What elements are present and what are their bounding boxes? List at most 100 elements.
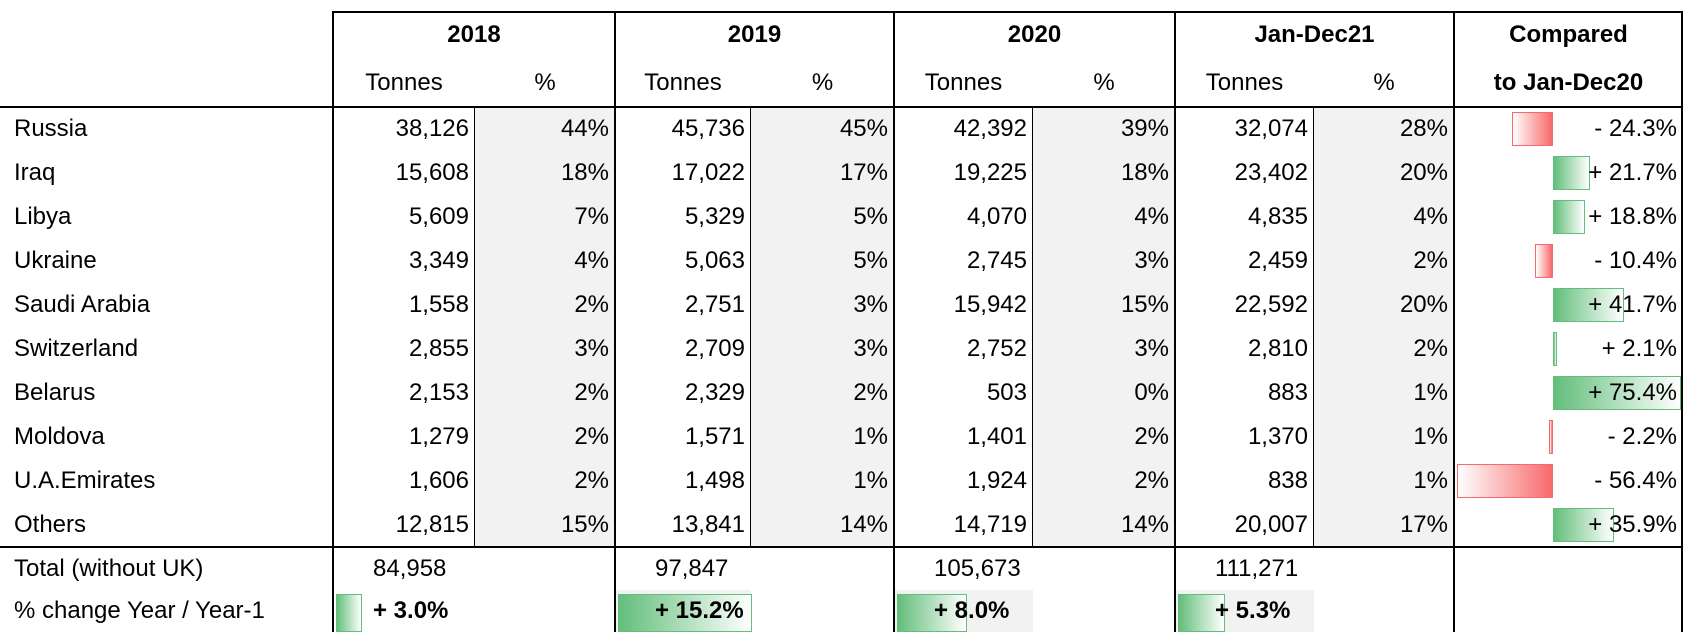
value-cell: 1,279 — [408, 423, 469, 450]
value-cell: 2% — [1134, 467, 1169, 494]
group-header: 2018 — [447, 21, 501, 48]
value-cell: 2% — [853, 379, 888, 406]
value-cell: 2,752 — [966, 335, 1027, 362]
data-bar — [1553, 508, 1615, 542]
value-cell: 883 — [1267, 379, 1308, 406]
data-bar — [897, 594, 968, 632]
value-cell: 3% — [574, 335, 609, 362]
value-cell: 15% — [1120, 291, 1169, 318]
value-cell: 17,022 — [671, 159, 745, 186]
row-label: Moldova — [14, 423, 105, 450]
value-cell: 838 — [1267, 467, 1308, 494]
total-value: 111,271 — [1215, 554, 1299, 582]
change-cell: + 2.1% — [1601, 335, 1677, 362]
value-cell: 14% — [839, 511, 888, 538]
data-bar — [336, 594, 363, 632]
change-cell: + 35.9% — [1588, 511, 1677, 538]
total-value: 97,847 — [655, 554, 729, 582]
value-cell: 2,153 — [408, 379, 469, 406]
value-cell: 15,608 — [395, 159, 469, 186]
data-bar — [1553, 156, 1590, 190]
change-cell: - 56.4% — [1594, 467, 1677, 494]
value-cell: 2% — [574, 467, 609, 494]
row-label: Russia — [14, 115, 88, 142]
value-cell: 5% — [853, 247, 888, 274]
value-cell: 4,835 — [1247, 203, 1308, 230]
group-header: Jan-Dec21 — [1254, 21, 1375, 48]
sub-header: Tonnes — [365, 69, 443, 96]
change-cell: + 75.4% — [1588, 379, 1677, 406]
value-cell: 4,070 — [966, 203, 1027, 230]
value-cell: 1,606 — [408, 467, 469, 494]
row-label: Others — [14, 511, 87, 538]
value-cell: 2% — [1134, 423, 1169, 450]
data-bar — [1553, 332, 1557, 366]
value-cell: 1,558 — [408, 291, 469, 318]
data-bar — [1553, 288, 1624, 322]
change-value: + 8.0% — [934, 597, 1010, 624]
value-cell: 18% — [560, 159, 609, 186]
border — [474, 107, 475, 547]
shade — [475, 107, 615, 547]
value-cell: 1% — [1413, 423, 1448, 450]
data-bar — [1535, 244, 1553, 278]
value-cell: 3% — [853, 291, 888, 318]
border — [1681, 11, 1683, 632]
group-header: 2019 — [727, 21, 782, 48]
sub-header: % — [1093, 69, 1115, 96]
value-cell: 15,942 — [953, 291, 1027, 318]
total-value: 105,673 — [934, 554, 1021, 582]
value-cell: 503 — [986, 379, 1027, 406]
shade — [751, 107, 894, 547]
change-value: + 15.2% — [655, 597, 744, 624]
value-cell: 0% — [1134, 379, 1169, 406]
sub-header: % — [534, 69, 556, 96]
value-cell: 28% — [1399, 115, 1448, 142]
row-label: Ukraine — [14, 247, 97, 274]
border — [1453, 11, 1455, 632]
row-label: Iraq — [14, 159, 56, 186]
value-cell: 5,329 — [684, 203, 745, 230]
value-cell: 1,370 — [1247, 423, 1308, 450]
value-cell: 42,392 — [953, 115, 1027, 142]
value-cell: 17% — [839, 159, 888, 186]
value-cell: 13,841 — [671, 511, 745, 538]
value-cell: 7% — [574, 203, 609, 230]
value-cell: 22,592 — [1234, 291, 1308, 318]
border — [333, 11, 1683, 13]
value-cell: 39% — [1120, 115, 1169, 142]
border — [0, 106, 1683, 108]
shade — [1033, 107, 1175, 547]
value-cell: 1% — [853, 467, 888, 494]
value-cell: 12,815 — [395, 511, 469, 538]
group-header: 2020 — [1007, 21, 1062, 48]
value-cell: 4% — [1413, 203, 1448, 230]
value-cell: 1% — [853, 423, 888, 450]
value-cell: 2% — [1413, 247, 1448, 274]
value-cell: 2,810 — [1247, 335, 1308, 362]
change-cell: + 18.8% — [1588, 203, 1677, 230]
change-value: + 3.0% — [373, 597, 449, 624]
value-cell: 19,225 — [953, 159, 1027, 186]
value-cell: 2,709 — [684, 335, 745, 362]
border — [893, 11, 895, 632]
value-cell: 2,459 — [1247, 247, 1308, 274]
value-cell: 5,063 — [684, 247, 745, 274]
change-cell: + 21.7% — [1588, 159, 1677, 186]
value-cell: 17% — [1399, 511, 1448, 538]
value-cell: 20,007 — [1234, 511, 1308, 538]
compared-header: to Jan-Dec20 — [1493, 69, 1644, 96]
value-cell: 1,498 — [684, 467, 745, 494]
border — [614, 11, 616, 632]
border — [332, 11, 334, 632]
value-cell: 23,402 — [1234, 159, 1308, 186]
total-label: Total (without UK) — [14, 554, 204, 582]
value-cell: 38,126 — [395, 115, 469, 142]
data-bar — [1553, 200, 1585, 234]
value-cell: 32,074 — [1234, 115, 1308, 142]
row-label: Libya — [14, 203, 72, 230]
value-cell: 2,751 — [684, 291, 745, 318]
change-cell: - 10.4% — [1594, 247, 1677, 274]
value-cell: 1% — [1413, 467, 1448, 494]
